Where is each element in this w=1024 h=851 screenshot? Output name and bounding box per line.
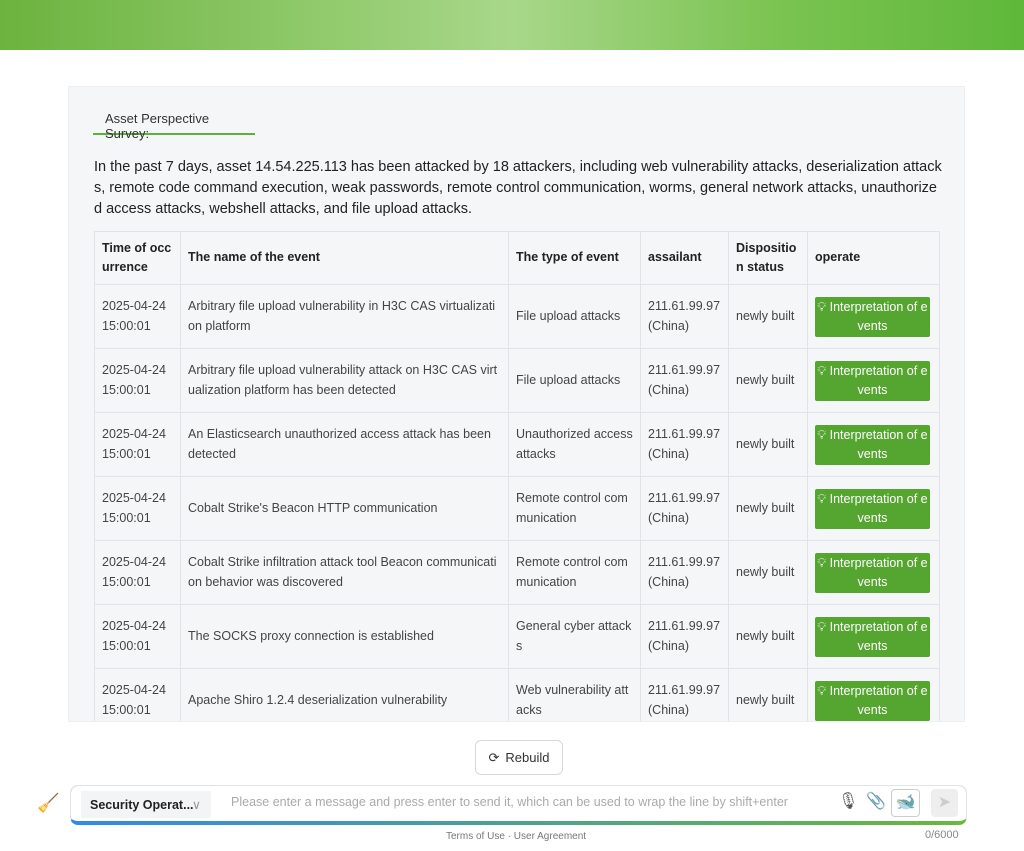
cell-time: 2025-04-24 15:00:01: [94, 348, 181, 413]
cell-operate: 💡︎ Interpretation of events: [807, 284, 940, 349]
cell-operate: 💡︎ Interpretation of events: [807, 412, 940, 477]
cell-assailant: 211.61.99.97 (China): [640, 540, 729, 605]
table-row: 2025-04-24 15:00:01 The SOCKS proxy conne…: [94, 604, 940, 669]
cell-time: 2025-04-24 15:00:01: [94, 412, 181, 477]
cell-time: 2025-04-24 15:00:01: [94, 476, 181, 541]
result-panel: Asset Perspective Survey: In the past 7 …: [68, 86, 965, 722]
rebuild-label: Rebuild: [505, 750, 550, 765]
column-header: The name of the event: [180, 231, 509, 285]
interpretation-button[interactable]: 💡︎ Interpretation of events: [815, 488, 930, 529]
table-row: 2025-04-24 15:00:01 Cobalt Strike infiltr…: [94, 540, 940, 605]
lightbulb-icon: 💡︎: [817, 683, 827, 698]
cell-assailant: 211.61.99.97 (China): [640, 668, 729, 721]
cell-operate: 💡︎ Interpretation of events: [807, 604, 940, 669]
send-icon[interactable]: ➤: [931, 789, 958, 817]
cell-type: File upload attacks: [508, 348, 641, 413]
cell-operate: 💡︎ Interpretation of events: [807, 668, 940, 721]
events-table: Time of occurrence The name of the event T…: [94, 231, 940, 721]
chevron-down-icon: ∨: [191, 798, 201, 812]
interpretation-label: Interpretation of events: [829, 299, 928, 333]
cell-status: newly built: [728, 284, 808, 349]
cell-name: Cobalt Strike's Beacon HTTP communicatio…: [180, 476, 509, 541]
interpretation-button[interactable]: 💡︎ Interpretation of events: [815, 360, 930, 401]
interpretation-button[interactable]: 💡︎ Interpretation of events: [815, 296, 930, 337]
cell-name: Cobalt Strike infiltration attack tool B…: [180, 540, 509, 605]
lightbulb-icon: 💡︎: [817, 299, 827, 314]
header-banner: [0, 0, 1024, 50]
table-row: 2025-04-24 15:00:01 An Elasticsearch unau…: [94, 412, 940, 477]
paperclip-icon[interactable]: 📎: [866, 793, 886, 810]
cell-status: newly built: [728, 348, 808, 413]
interpretation-button[interactable]: 💡︎ Interpretation of events: [815, 552, 930, 593]
cell-name: Arbitrary file upload vulnerability atta…: [180, 348, 509, 413]
interpretation-button[interactable]: 💡︎ Interpretation of events: [815, 680, 930, 721]
lightbulb-icon: 💡︎: [817, 619, 827, 634]
summary-text: In the past 7 days, asset 14.54.225.113 …: [94, 159, 942, 217]
interpretation-button[interactable]: 💡︎ Interpretation of events: [815, 616, 930, 657]
terms-links[interactable]: Terms of Use · User Agreement: [446, 831, 587, 842]
cell-operate: 💡︎ Interpretation of events: [807, 476, 940, 541]
cell-name: An Elasticsearch unauthorized access att…: [180, 412, 509, 477]
cell-type: Web vulnerability attacks: [508, 668, 641, 721]
cell-type: General cyber attacks: [508, 604, 641, 669]
table-row: 2025-04-24 15:00:01 Arbitrary file upload…: [94, 284, 940, 349]
interpretation-label: Interpretation of events: [829, 363, 928, 397]
cell-status: newly built: [728, 412, 808, 477]
column-header: Disposition status: [728, 231, 808, 285]
column-header: Time of occurrence: [94, 231, 181, 285]
cell-assailant: 211.61.99.97 (China): [640, 348, 729, 413]
cell-status: newly built: [728, 476, 808, 541]
cell-assailant: 211.61.99.97 (China): [640, 412, 729, 477]
interpretation-label: Interpretation of events: [829, 555, 928, 589]
interpretation-label: Interpretation of events: [829, 619, 928, 653]
column-header: assailant: [640, 231, 729, 285]
microphone-icon[interactable]: 🎙: [838, 793, 859, 810]
interpretation-button[interactable]: 💡︎ Interpretation of events: [815, 424, 930, 465]
table-row: 2025-04-24 15:00:01 Arbitrary file upload…: [94, 348, 940, 413]
model-toggle-icon[interactable]: 🐋: [891, 789, 920, 817]
cell-name: Arbitrary file upload vulnerability in H…: [180, 284, 509, 349]
cell-operate: 💡︎ Interpretation of events: [807, 540, 940, 605]
lightbulb-icon: 💡︎: [817, 555, 827, 570]
char-count: 0/6000: [925, 829, 959, 841]
message-input[interactable]: Please enter a message and press enter t…: [231, 795, 788, 809]
cell-type: Remote control communication: [508, 540, 641, 605]
cell-name: The SOCKS proxy connection is establishe…: [180, 604, 509, 669]
lightbulb-icon: 💡︎: [817, 363, 827, 378]
cell-assailant: 211.61.99.97 (China): [640, 604, 729, 669]
clear-broom-icon[interactable]: 🧹: [37, 793, 60, 813]
agent-selector[interactable]: Security Operat... ∨: [81, 791, 211, 818]
column-header: The type of event: [508, 231, 641, 285]
cell-time: 2025-04-24 15:00:01: [94, 540, 181, 605]
cell-status: newly built: [728, 668, 808, 721]
cell-type: File upload attacks: [508, 284, 641, 349]
cell-time: 2025-04-24 15:00:01: [94, 668, 181, 721]
cell-assailant: 211.61.99.97 (China): [640, 284, 729, 349]
cell-status: newly built: [728, 540, 808, 605]
refresh-icon: ⟳: [488, 749, 500, 765]
interpretation-label: Interpretation of events: [829, 491, 928, 525]
interpretation-label: Interpretation of events: [829, 683, 928, 717]
tab-asset-perspective[interactable]: Asset Perspective Survey:: [93, 101, 255, 141]
cell-assailant: 211.61.99.97 (China): [640, 476, 729, 541]
cell-name: Apache Shiro 1.2.4 deserialization vulne…: [180, 668, 509, 721]
cell-type: Remote control communication: [508, 476, 641, 541]
cell-time: 2025-04-24 15:00:01: [94, 284, 181, 349]
lightbulb-icon: 💡︎: [817, 491, 827, 506]
table-row: 2025-04-24 15:00:01 Cobalt Strike's Beaco…: [94, 476, 940, 541]
table-row: 2025-04-24 15:00:01 Apache Shiro 1.2.4 de…: [94, 668, 940, 721]
agent-label: Security Operat...: [90, 798, 194, 812]
message-composer: Security Operat... ∨ Please enter a messa…: [70, 785, 967, 825]
cell-time: 2025-04-24 15:00:01: [94, 604, 181, 669]
column-header: operate: [807, 231, 940, 285]
cell-type: Unauthorized access attacks: [508, 412, 641, 477]
cell-operate: 💡︎ Interpretation of events: [807, 348, 940, 413]
cell-status: newly built: [728, 604, 808, 669]
lightbulb-icon: 💡︎: [817, 427, 827, 442]
rebuild-button[interactable]: ⟳ Rebuild: [475, 740, 563, 775]
interpretation-label: Interpretation of events: [829, 427, 928, 461]
